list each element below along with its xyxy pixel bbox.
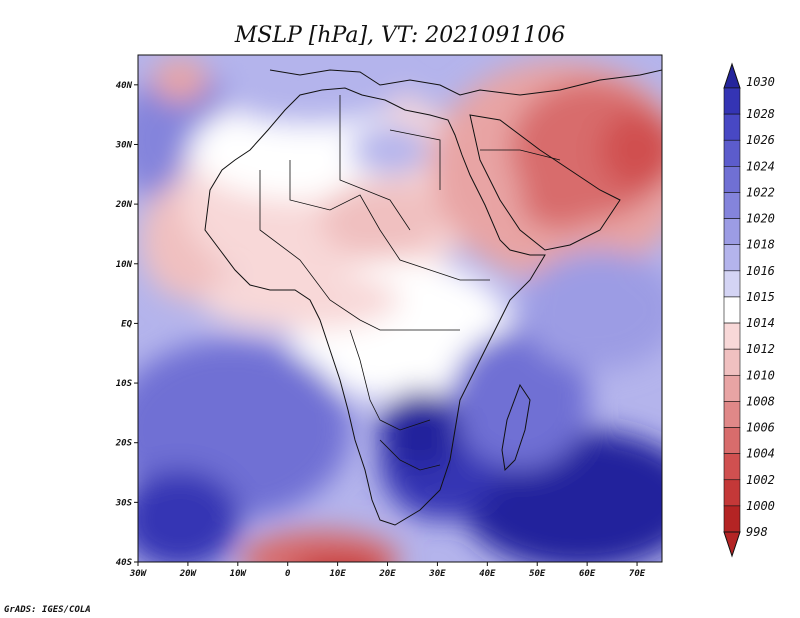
x-tick-label: 50E (529, 569, 546, 579)
colorbar-label: 1014 (746, 316, 775, 330)
colorbar-label: 1018 (746, 238, 775, 252)
y-tick-label: 20N (115, 200, 133, 210)
x-tick-label: 0 (285, 569, 291, 579)
y-tick-label: 30N (115, 140, 133, 150)
colorbar-segment (723, 166, 741, 193)
colorbar-label: 1015 (746, 290, 775, 304)
colorbar-segment (723, 401, 741, 428)
colorbar-segment (723, 87, 741, 115)
y-tick-label: 40S (116, 558, 133, 568)
x-tick-label: 20E (378, 569, 396, 579)
colorbar-label: 1006 (746, 421, 775, 435)
colorbar-segment (723, 427, 741, 454)
colorbar-label: 1010 (746, 368, 775, 382)
colorbar-segment (723, 113, 741, 141)
colorbar-label: 1000 (746, 499, 775, 513)
x-tick-label: 70E (629, 569, 646, 579)
colorbar-segment (723, 270, 741, 298)
colorbar-segment (723, 348, 741, 376)
colorbar-label: 1002 (746, 473, 775, 487)
x-tick-label: 40E (479, 569, 496, 579)
colorbar-label: 1022 (746, 185, 775, 199)
colorbar-label: 1012 (746, 342, 775, 356)
y-axis: 40N 30N 20N 10N EQ 10S 20S 30S 40S (115, 81, 138, 568)
colorbar-segment (723, 218, 741, 246)
x-tick-label: 20W (179, 569, 198, 579)
y-tick-label: 20S (115, 439, 133, 449)
y-tick-label: 40N (116, 81, 133, 91)
colorbar: 1030 1028 1026 1024 1022 1020 1018 1016 1015 1014… (723, 62, 775, 558)
colorbar-label: 1020 (746, 212, 775, 226)
x-tick-label: 30E (428, 569, 446, 579)
colorbar-label: 1008 (746, 394, 775, 408)
colorbar-label: 1030 (746, 75, 775, 89)
y-tick-label: EQ (121, 319, 132, 329)
y-tick-label: 10N (116, 260, 133, 270)
colorbar-segment (723, 505, 741, 533)
colorbar-label: 1016 (746, 264, 775, 278)
x-tick-label: 30W (129, 569, 148, 579)
colorbar-label: 1028 (746, 107, 775, 121)
map-title: MSLP [hPa], VT: 2021091106 (234, 23, 565, 48)
colorbar-label: 998 (746, 525, 768, 539)
colorbar-segment (723, 296, 741, 324)
y-tick-label: 10S (116, 379, 133, 389)
x-tick-label: 10W (230, 569, 248, 579)
colorbar-segment (723, 244, 741, 272)
colorbar-top-arrow (723, 62, 741, 89)
colorbar-label: 1004 (746, 447, 775, 461)
colorbar-segment (723, 192, 741, 219)
plot-frame (137, 54, 663, 563)
coastlines (204, 69, 662, 526)
x-axis: 30W 20W 10W 0 10E 20E 30E 40E 50E 60E 70E (129, 562, 646, 579)
colorbar-bottom-arrow (723, 531, 741, 558)
x-tick-label: 60E (579, 569, 596, 579)
colorbar-segment (723, 374, 741, 402)
credit-text: GrADS: IGES/COLA (4, 605, 91, 615)
colorbar-segment (723, 479, 741, 507)
colorbar-label: 1024 (746, 159, 775, 173)
y-tick-label: 30S (115, 498, 133, 508)
x-tick-label: 10E (329, 569, 346, 579)
colorbar-segment (723, 453, 741, 481)
colorbar-label: 1026 (746, 133, 775, 147)
colorbar-segment (723, 139, 741, 167)
pressure-field (138, 55, 662, 562)
colorbar-segment (723, 322, 741, 350)
